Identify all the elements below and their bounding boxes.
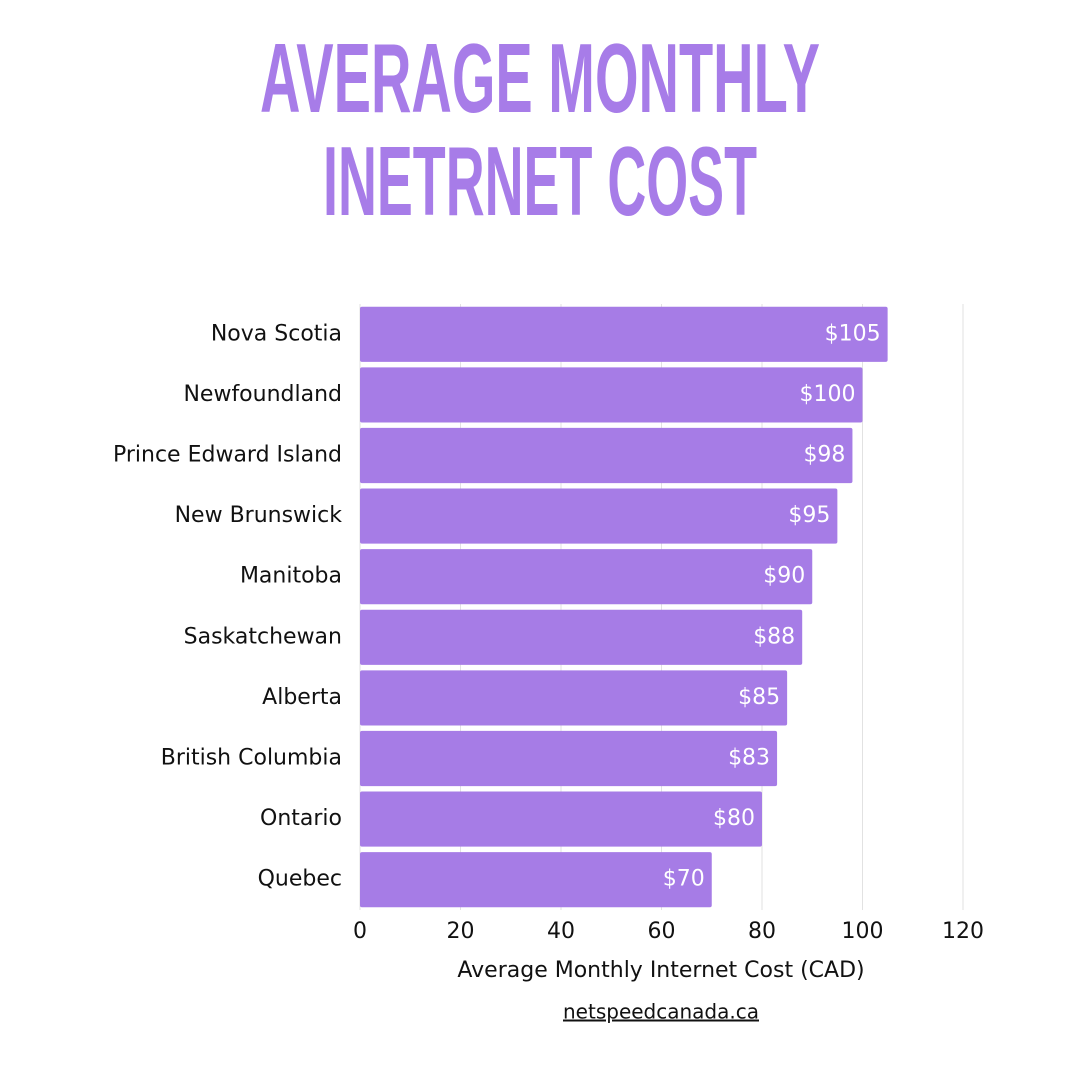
x-tick-label: 40 <box>547 919 575 944</box>
y-tick-label: British Columbia <box>161 746 342 771</box>
bar <box>360 367 863 423</box>
x-tick-label: 20 <box>447 919 475 944</box>
chart-title: INETRNET COST <box>323 126 757 236</box>
x-tick-label: 100 <box>842 919 884 944</box>
bar <box>360 306 888 362</box>
y-tick-label: Quebec <box>258 867 342 892</box>
x-tick-label: 0 <box>353 919 367 944</box>
x-tick-label: 60 <box>648 919 676 944</box>
value-label: $90 <box>763 564 805 589</box>
y-tick-label: Alberta <box>262 685 342 710</box>
bars: Nova Scotia $105 Newfoundland $100 Prince Ed… <box>113 306 888 908</box>
bar <box>360 549 813 605</box>
bar <box>360 427 853 484</box>
x-tick-label: 120 <box>942 919 984 944</box>
y-tick-label: Saskatchewan <box>184 624 342 649</box>
x-tick-label: 80 <box>748 919 776 944</box>
y-tick-label: New Brunswick <box>175 503 343 528</box>
y-tick-label: Newfoundland <box>183 382 342 407</box>
source-link[interactable]: netspeedcanada.ca <box>563 1000 759 1024</box>
value-label: $98 <box>803 443 845 468</box>
value-label: $88 <box>753 624 795 649</box>
value-label: $100 <box>800 382 856 407</box>
bar <box>360 791 762 847</box>
value-label: $105 <box>825 321 881 346</box>
x-axis-title: Average Monthly Internet Cost (CAD) <box>457 958 864 983</box>
chart-title: AVERAGE MONTHLY <box>260 23 820 133</box>
y-tick-label: Ontario <box>260 806 342 831</box>
y-tick-label: Manitoba <box>240 564 342 589</box>
bar <box>360 730 778 787</box>
value-label: $95 <box>788 503 830 528</box>
bar <box>360 609 803 665</box>
bar <box>360 670 788 726</box>
value-label: $70 <box>663 867 705 892</box>
y-tick-label: Prince Edward Island <box>113 443 342 468</box>
value-label: $83 <box>728 746 770 771</box>
y-tick-label: Nova Scotia <box>211 321 342 346</box>
bar <box>360 852 712 908</box>
value-label: $85 <box>738 685 780 710</box>
value-label: $80 <box>713 806 755 831</box>
bar <box>360 488 838 544</box>
